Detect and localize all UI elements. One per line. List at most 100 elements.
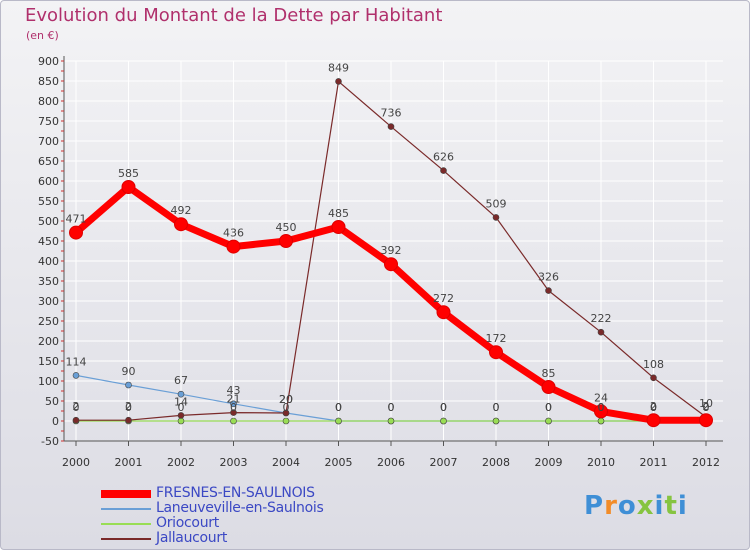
- y-tick-label: 700: [38, 135, 59, 148]
- y-tick-label: 350: [38, 275, 59, 288]
- data-label-oriocourt: 0: [388, 401, 395, 414]
- data-point-jallaucourt: [492, 214, 500, 221]
- data-point-laneuveville-en-saulnois: [230, 400, 237, 408]
- data-label-laneuveville-en-saulnois: 0: [545, 401, 552, 414]
- y-tick-label: 200: [38, 335, 59, 348]
- x-tick-label: 2004: [272, 456, 300, 469]
- x-tick-label: 2011: [640, 456, 668, 469]
- data-point-jallaucourt: [282, 409, 290, 417]
- data-label-laneuveville-en-saulnois: 67: [174, 374, 188, 387]
- brand-letter: x: [636, 491, 655, 521]
- y-tick-label: 550: [38, 195, 59, 208]
- data-point-jallaucourt: [387, 123, 395, 130]
- y-tick-label: 100: [38, 375, 59, 388]
- data-label-laneuveville-en-saulnois: 0: [335, 401, 342, 414]
- legend-label: Oriocourt: [156, 515, 219, 531]
- data-point-oriocourt: [545, 417, 552, 425]
- data-point-fresnes-en-saulnois: [489, 345, 503, 360]
- data-point-jallaucourt: [230, 409, 237, 416]
- data-label-laneuveville-en-saulnois: 0: [650, 401, 657, 414]
- data-label-oriocourt: 0: [178, 401, 185, 414]
- data-label-jallaucourt: 849: [328, 61, 349, 74]
- legend-label: FRESNES-EN-SAULNOIS: [156, 485, 315, 501]
- data-label-fresnes-en-saulnois: 436: [223, 227, 244, 240]
- y-tick-label: 300: [38, 295, 59, 308]
- brand-letter: i: [654, 491, 665, 521]
- data-label-jallaucourt: 2: [125, 400, 132, 413]
- data-label-fresnes-en-saulnois: 2: [650, 400, 657, 413]
- x-tick-label: 2008: [482, 456, 510, 469]
- chart-title: Evolution du Montant de la Dette par Hab…: [25, 5, 443, 26]
- data-label-laneuveville-en-saulnois: 20: [279, 393, 293, 406]
- legend-swatch: [101, 538, 151, 540]
- data-point-fresnes-en-saulnois: [646, 413, 661, 428]
- legend-item-laneuveville-en-saulnois: Laneuveville-en-Saulnois: [101, 501, 401, 516]
- y-tick-label: 150: [38, 355, 59, 368]
- data-label-oriocourt: 0: [545, 401, 552, 414]
- data-label-jallaucourt: 20: [279, 393, 293, 406]
- y-tick-label: 400: [38, 255, 59, 268]
- data-label-oriocourt: 0: [335, 401, 342, 414]
- data-point-jallaucourt: [72, 416, 80, 424]
- data-label-laneuveville-en-saulnois: 0: [703, 401, 710, 414]
- data-point-jallaucourt: [597, 328, 605, 336]
- data-point-oriocourt: [597, 417, 605, 425]
- data-label-oriocourt: 0: [598, 401, 605, 414]
- legend-label: Laneuveville-en-Saulnois: [156, 500, 324, 516]
- data-label-jallaucourt: 14: [174, 395, 188, 408]
- y-tick-label: 800: [38, 95, 59, 108]
- x-tick-label: 2010: [587, 456, 615, 469]
- data-point-fresnes-en-saulnois: [121, 180, 136, 194]
- data-point-fresnes-en-saulnois: [699, 413, 713, 428]
- data-label-oriocourt: 0: [650, 401, 657, 414]
- data-point-fresnes-en-saulnois: [226, 239, 241, 254]
- data-point-laneuveville-en-saulnois: [177, 390, 185, 398]
- data-label-laneuveville-en-saulnois: 0: [598, 401, 605, 414]
- y-tick-label: 0: [52, 415, 59, 428]
- data-point-fresnes-en-saulnois: [174, 217, 188, 232]
- data-label-jallaucourt: 21: [227, 393, 241, 406]
- data-label-oriocourt: 0: [230, 401, 237, 414]
- data-point-laneuveville-en-saulnois: [125, 381, 132, 389]
- legend-swatch: [101, 523, 151, 525]
- data-label-fresnes-en-saulnois: 450: [276, 221, 297, 234]
- x-tick-label: 2002: [167, 456, 195, 469]
- data-point-jallaucourt: [650, 374, 657, 382]
- data-point-fresnes-en-saulnois: [69, 225, 83, 240]
- x-tick-label: 2003: [220, 456, 248, 469]
- data-label-fresnes-en-saulnois: 392: [381, 244, 402, 257]
- data-point-oriocourt: [440, 417, 447, 425]
- y-tick-label: 500: [38, 215, 59, 228]
- y-tick-label: 250: [38, 315, 59, 328]
- data-point-oriocourt: [177, 417, 185, 425]
- x-tick-label: 2012: [692, 456, 720, 469]
- brand-letter: r: [604, 491, 618, 521]
- data-label-oriocourt: 0: [440, 401, 447, 414]
- x-tick-label: 2000: [62, 456, 90, 469]
- data-label-jallaucourt: 2: [73, 400, 80, 413]
- brand-logo: Proxiti: [584, 491, 688, 521]
- data-label-oriocourt: 0: [283, 401, 290, 414]
- data-label-laneuveville-en-saulnois: 0: [440, 401, 447, 414]
- data-label-fresnes-en-saulnois: 471: [66, 213, 87, 226]
- brand-letter: o: [617, 491, 637, 521]
- data-label-oriocourt: 0: [125, 401, 132, 414]
- y-tick-label: -50: [41, 435, 59, 448]
- axes: -500501001502002503003504004505005506006…: [38, 55, 723, 469]
- x-tick-label: 2009: [535, 456, 563, 469]
- brand-letter: P: [584, 491, 605, 521]
- data-label-jallaucourt: 626: [433, 151, 454, 164]
- chart-unit: (en €): [26, 29, 59, 42]
- data-point-fresnes-en-saulnois: [331, 220, 346, 234]
- data-label-fresnes-en-saulnois: 24: [594, 391, 608, 404]
- y-tick-label: 650: [38, 155, 59, 168]
- data-point-fresnes-en-saulnois: [594, 404, 608, 419]
- brand-letter: i: [677, 491, 688, 521]
- data-label-fresnes-en-saulnois: 2: [703, 400, 710, 413]
- data-point-oriocourt: [282, 417, 290, 425]
- x-tick-label: 2007: [430, 456, 458, 469]
- data-label-jallaucourt: 736: [381, 107, 402, 120]
- legend-swatch: [101, 490, 151, 498]
